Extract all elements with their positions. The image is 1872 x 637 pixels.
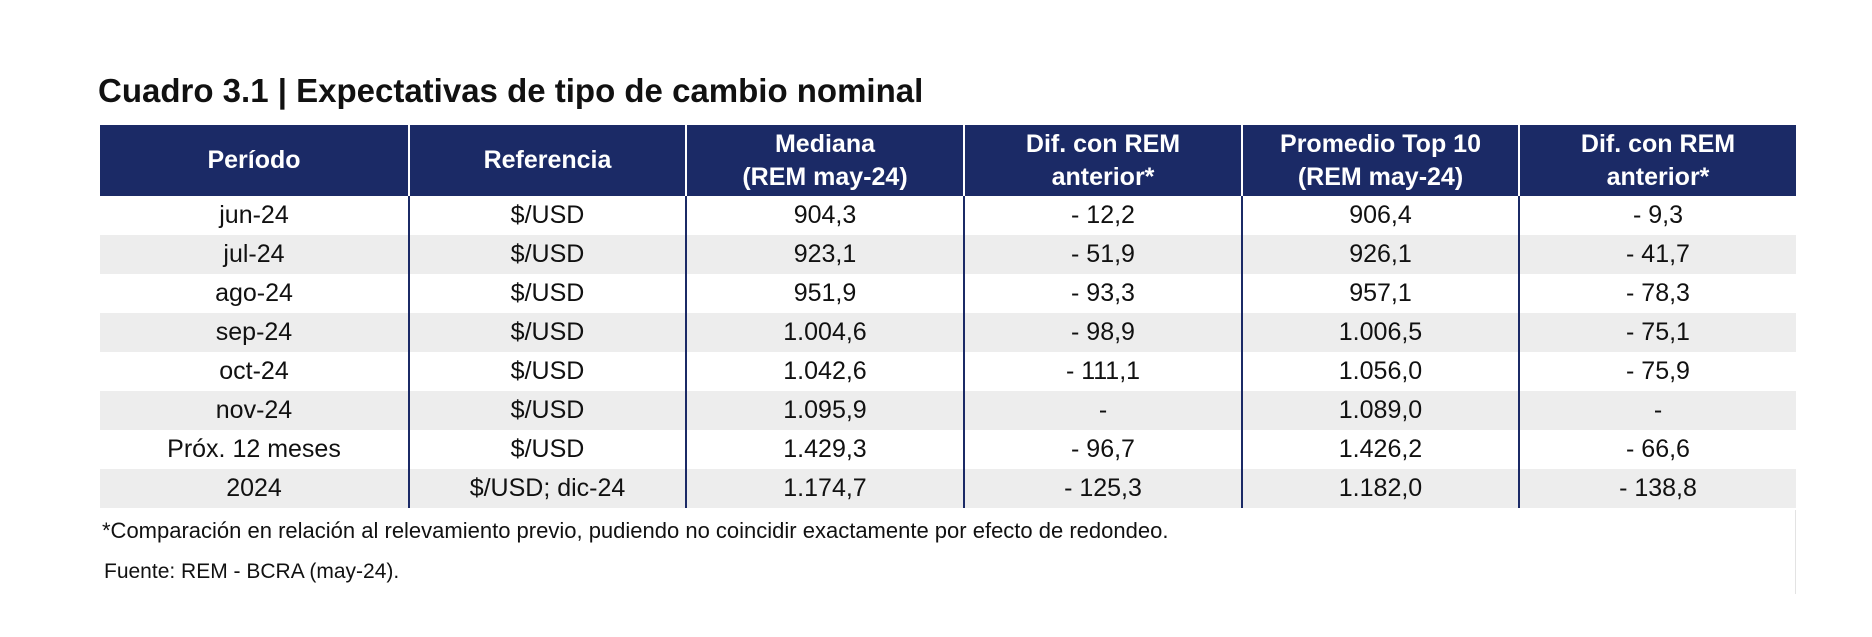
footnote: *Comparación en relación al relevamiento… [102, 518, 1169, 543]
table-cell: 906,4 [1242, 196, 1520, 235]
header-referencia: Referencia [409, 125, 687, 196]
source-note: Fuente: REM - BCRA (may-24). [104, 560, 400, 583]
table-cell: 1.056,0 [1242, 352, 1520, 391]
table-cell: 951,9 [686, 274, 965, 313]
table-cell: - 75,1 [1519, 313, 1796, 352]
table-title: Cuadro 3.1 | Expectativas de tipo de cam… [98, 72, 924, 109]
table-cell: 1.089,0 [1242, 391, 1520, 430]
table-cell: - 75,9 [1626, 357, 1690, 385]
table-cell: 1.004,6 [686, 313, 965, 352]
table-cell: 926,1 [1242, 235, 1520, 274]
table-cell: jun-24 [100, 196, 410, 235]
table-row: 2024 $/USD; dic-24 1.174,7- 125,3 1.182,0- … [100, 469, 1796, 508]
table-cell: - 96,7 [964, 430, 1243, 469]
table-cell: nov-24 [100, 391, 410, 430]
table-cell: - [1519, 391, 1796, 430]
table-row: jul-24 $/USD 923,1- 51,9 926,1- 41,7 [100, 235, 1796, 274]
table-cell: - 12,2 [964, 196, 1243, 235]
table-cell: $/USD [409, 391, 687, 430]
table-cell: $/USD [409, 196, 687, 235]
table-row: ago-24 $/USD 951,9- 93,3 957,1 - 78,3 [100, 274, 1796, 313]
divider [1795, 510, 1796, 594]
table-cell: Próx. 12 meses [100, 430, 410, 469]
table-cell: $/USD [409, 235, 687, 274]
table-row: nov-24 $/USD 1.095,9-1.089,0- [100, 391, 1796, 430]
table-cell: $/USD; dic-24 [409, 469, 687, 508]
table-cell: - 9,3 [1632, 201, 1684, 229]
table-cell: sep-24 [100, 313, 410, 352]
table-row: jun-24 $/USD 904,3- 12,2 906,4 - 9,3 [100, 196, 1796, 235]
table-cell: 1.006,5 [1242, 313, 1520, 352]
exchange-rate-table: Período Referencia Mediana (REM may-24) D… [100, 125, 1796, 508]
table-cell: $/USD [409, 352, 687, 391]
table-cell: 1.095,9 [686, 391, 965, 430]
table-cell: $/USD [409, 430, 687, 469]
table-cell: $/USD [409, 274, 687, 313]
table-cell: 2024 [100, 469, 410, 508]
table-cell: - 125,3 [964, 469, 1243, 508]
table-cell: - 41,7 [1519, 235, 1796, 274]
table-cell: - [964, 391, 1243, 430]
table-cell: 1.182,0 [1242, 469, 1520, 508]
table-cell: 1.174,7 [686, 469, 965, 508]
header-dif-top10: Dif. con REM anterior* [1519, 125, 1796, 196]
table-body: jun-24 $/USD 904,3- 12,2 906,4- 9,3 jul-24 $/… [100, 196, 1796, 508]
table-cell: oct-24 [100, 352, 410, 391]
table-row: sep-24 $/USD 1.004,6- 98,9 1.006,5- 75,1 [100, 313, 1796, 352]
table-cell: 1.042,6 [686, 352, 965, 391]
table-row: oct-24 $/USD 1.042,6- 111,1 1.056,0 - 75,9 [100, 352, 1796, 391]
table-row: Próx. 12 meses $/USD 1.429,3- 96,7 1.426,2 -… [100, 430, 1796, 469]
table-cell: $/USD [409, 313, 687, 352]
table-cell: - 111,1 [964, 352, 1243, 391]
table-cell: - 78,3 [1626, 279, 1690, 307]
table-cell: - 93,3 [964, 274, 1243, 313]
table-cell: 1.429,3 [686, 430, 965, 469]
table-cell: 923,1 [686, 235, 965, 274]
table-cell: - 51,9 [964, 235, 1243, 274]
table-cell: ago-24 [100, 274, 410, 313]
header-mediana: Mediana (REM may-24) [686, 125, 965, 196]
header-promedio-top10: Promedio Top 10 (REM may-24) [1242, 125, 1520, 196]
table-cell: 1.426,2 [1242, 430, 1520, 469]
table-cell: 904,3 [686, 196, 965, 235]
table-cell: - 66,6 [1626, 435, 1690, 463]
header-periodo: Período [100, 125, 410, 196]
header-dif-mediana: Dif. con REM anterior* [964, 125, 1243, 196]
table-cell: - 138,8 [1519, 469, 1796, 508]
table-cell: jul-24 [100, 235, 410, 274]
table-cell: 957,1 [1242, 274, 1520, 313]
table-cell: - 98,9 [964, 313, 1243, 352]
header-row: Período Referencia Mediana (REM may-24) D… [100, 125, 1796, 196]
